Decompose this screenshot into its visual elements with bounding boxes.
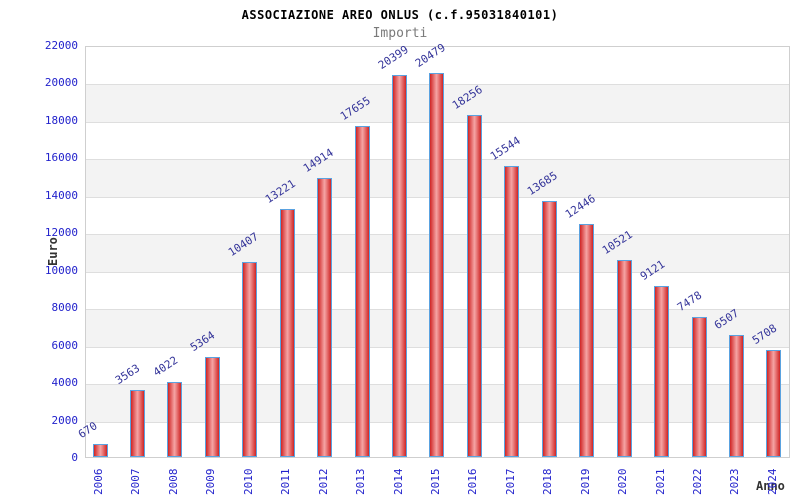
y-tick-label: 22000 <box>44 39 78 52</box>
y-tick-label: 20000 <box>44 76 78 90</box>
x-tick-label: 2011 <box>279 468 293 496</box>
bar-2021 <box>654 286 670 457</box>
y-tick-label: 16000 <box>44 151 78 165</box>
y-axis-title: Euro <box>46 237 60 266</box>
x-tick-label: 2008 <box>166 468 180 496</box>
bar-2010 <box>242 262 258 457</box>
x-tick-label: 2013 <box>354 468 368 496</box>
x-tick-label: 2015 <box>428 468 442 496</box>
x-tick-label: 2022 <box>691 468 705 496</box>
x-tick-label: 2023 <box>728 468 742 496</box>
x-tick-label: 2024 <box>765 468 779 496</box>
chart-subtitle: Importi <box>372 26 428 41</box>
bar-2006 <box>92 444 108 457</box>
x-tick-label: 2021 <box>653 468 667 496</box>
x-tick-label: 2014 <box>391 468 405 496</box>
bar-2022 <box>691 316 707 457</box>
bar-2016 <box>466 115 482 457</box>
y-tick-label: 6000 <box>51 338 79 352</box>
y-tick-label: 18000 <box>44 113 78 127</box>
y-tick-label: 4000 <box>51 376 79 390</box>
y-tick-label: 8000 <box>51 301 79 315</box>
x-tick-label: 2010 <box>241 468 255 496</box>
bar-2023 <box>728 335 744 457</box>
y-tick-label: 2000 <box>51 413 79 427</box>
y-tick-label: 12000 <box>44 226 78 240</box>
y-tick-label: 14000 <box>44 188 78 202</box>
x-tick-label: 2017 <box>503 468 517 496</box>
x-tick-label: 2016 <box>466 468 480 496</box>
x-tick-label: 2020 <box>616 468 630 496</box>
y-tick-label: 0 <box>71 451 78 464</box>
y-tick-label: 10000 <box>44 263 78 277</box>
x-tick-label: 2009 <box>204 468 218 496</box>
bar-2007 <box>129 390 145 457</box>
bar-2024 <box>766 350 782 457</box>
bar-2018 <box>541 200 557 457</box>
bar-2017 <box>504 165 520 457</box>
x-tick-label: 2012 <box>316 468 330 496</box>
bar-2020 <box>616 259 632 457</box>
x-axis-title: Anno <box>756 479 785 493</box>
bar-2011 <box>279 209 295 457</box>
x-tick-label: 2006 <box>92 468 105 496</box>
bar-2015 <box>429 73 445 457</box>
x-tick-label: 2007 <box>129 468 143 496</box>
bar-2019 <box>579 223 595 457</box>
bar-2012 <box>317 177 333 457</box>
bar-2009 <box>204 356 220 457</box>
x-tick-label: 2019 <box>578 468 592 496</box>
bar-2014 <box>392 74 408 457</box>
x-tick-label: 2018 <box>541 468 555 496</box>
bar-2008 <box>167 381 183 457</box>
chart-title: ASSOCIAZIONE AREO ONLUS (c.f.95031840101… <box>241 8 559 22</box>
bar-2013 <box>354 126 370 457</box>
plot-area <box>85 46 790 458</box>
